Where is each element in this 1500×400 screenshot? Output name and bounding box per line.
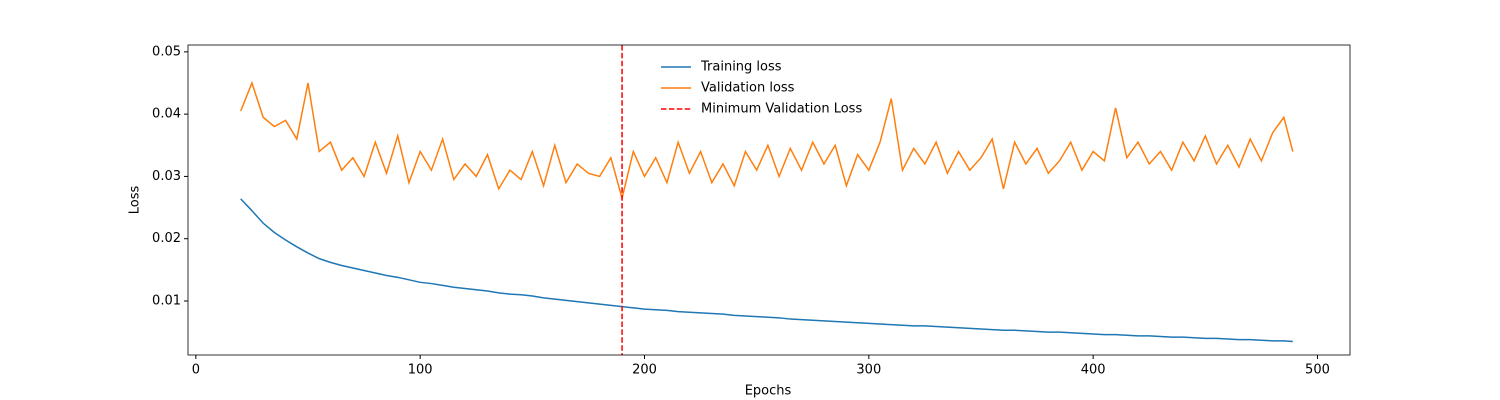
- series-line: [240, 80, 1294, 202]
- y-tick-label: 0.05: [152, 44, 181, 59]
- legend-label: Minimum Validation Loss: [701, 102, 862, 117]
- x-tick-label: 500: [1305, 363, 1330, 378]
- x-tick-label: 0: [192, 363, 200, 378]
- y-tick-label: 0.01: [152, 293, 181, 308]
- x-tick-label: 200: [632, 363, 657, 378]
- y-tick-label: 0.03: [152, 169, 181, 184]
- y-tick-label: 0.02: [152, 231, 181, 246]
- x-tick-label: 300: [856, 363, 881, 378]
- y-tick-label: 0.04: [152, 107, 181, 122]
- legend-label: Training loss: [700, 60, 782, 75]
- x-axis-label: Epochs: [745, 384, 792, 399]
- plot-frame: [187, 44, 1351, 356]
- y-axis-label: Loss: [128, 186, 143, 215]
- series-line: [240, 198, 1293, 343]
- x-tick-label: 100: [408, 363, 433, 378]
- legend-label: Validation loss: [701, 81, 795, 96]
- x-tick-label: 400: [1081, 363, 1106, 378]
